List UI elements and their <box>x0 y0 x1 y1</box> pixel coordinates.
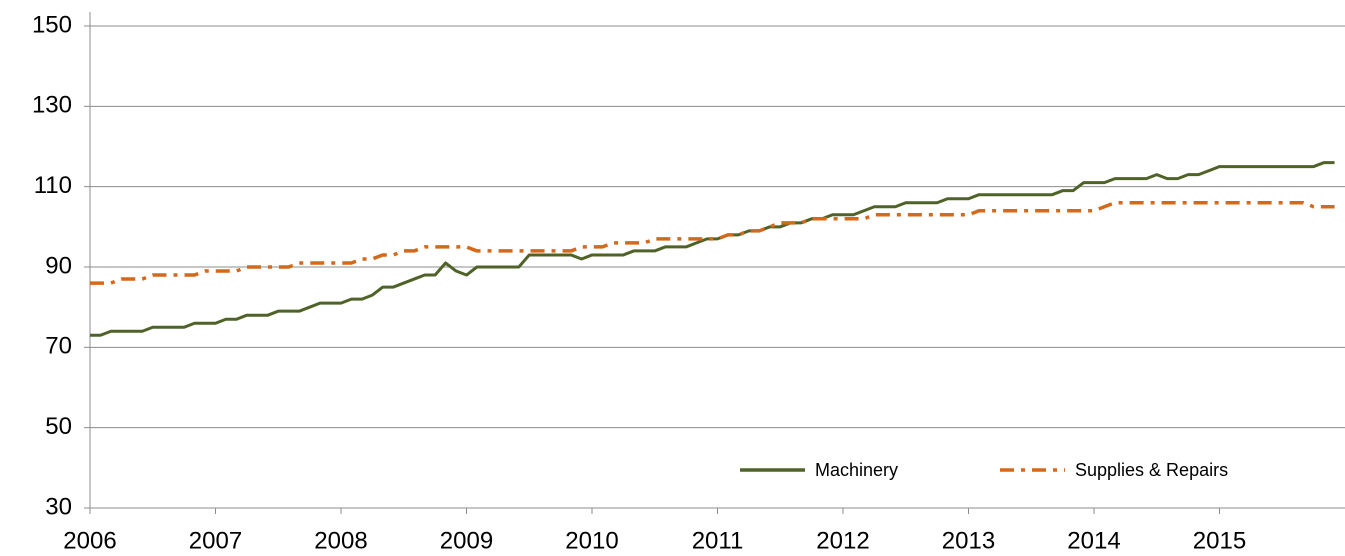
y-tick-label: 70 <box>45 333 72 360</box>
series-line <box>90 161 1335 337</box>
y-tick-label: 110 <box>34 172 72 199</box>
y-tick-label: 50 <box>45 413 72 440</box>
y-tick-label: 90 <box>45 252 72 279</box>
x-tick-label: 2008 <box>314 527 367 554</box>
y-tick-label: 150 <box>32 11 72 38</box>
x-tick-label: 2012 <box>816 527 869 554</box>
x-tick-label: 2009 <box>440 527 493 554</box>
x-tick-label: 2013 <box>942 527 995 554</box>
x-tick-label: 2007 <box>189 527 242 554</box>
y-tick-label: 130 <box>32 92 72 119</box>
legend-label: Machinery <box>815 460 898 480</box>
legend-label: Supplies & Repairs <box>1075 460 1228 480</box>
series-line <box>90 200 1335 285</box>
x-tick-label: 2011 <box>692 527 744 554</box>
x-tick-label: 2014 <box>1067 527 1120 554</box>
x-tick-label: 2006 <box>63 527 116 554</box>
y-tick-label: 30 <box>45 493 72 520</box>
x-tick-label: 2010 <box>565 527 618 554</box>
x-tick-label: 2015 <box>1193 527 1246 554</box>
